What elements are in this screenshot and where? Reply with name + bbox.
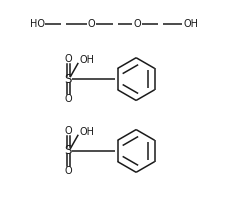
Text: OH: OH: [183, 19, 198, 29]
Text: S: S: [64, 144, 72, 157]
Text: O: O: [64, 54, 72, 64]
Text: S: S: [64, 72, 72, 85]
Text: O: O: [64, 126, 72, 136]
Text: OH: OH: [80, 55, 95, 65]
Text: O: O: [64, 166, 72, 176]
Text: O: O: [88, 19, 95, 29]
Text: O: O: [133, 19, 141, 29]
Text: HO: HO: [30, 19, 44, 29]
Text: OH: OH: [80, 127, 95, 137]
Text: O: O: [64, 94, 72, 104]
